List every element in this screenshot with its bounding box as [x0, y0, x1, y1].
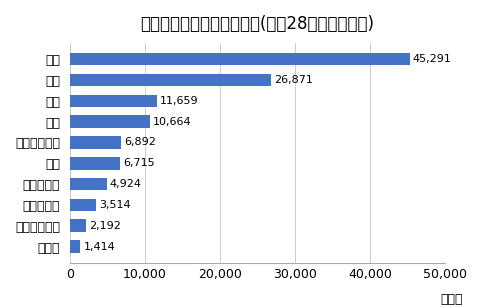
Bar: [70, 116, 150, 128]
Bar: [70, 136, 121, 149]
Text: 6,892: 6,892: [124, 137, 156, 148]
Bar: [70, 178, 107, 190]
Bar: [70, 74, 271, 86]
Bar: [70, 53, 410, 65]
Text: 45,291: 45,291: [413, 54, 452, 64]
Text: 10,664: 10,664: [153, 117, 191, 127]
Text: 1,414: 1,414: [83, 241, 115, 252]
Text: 4,924: 4,924: [110, 179, 142, 189]
Title: 奈良市観光案内所利用者数(平成28年アジア地域): 奈良市観光案内所利用者数(平成28年アジア地域): [140, 15, 375, 33]
Bar: [70, 95, 157, 107]
Text: 3,514: 3,514: [99, 200, 131, 210]
Text: 2,192: 2,192: [89, 221, 121, 231]
Text: 6,715: 6,715: [123, 158, 155, 168]
Bar: [70, 157, 120, 169]
Text: 26,871: 26,871: [274, 75, 313, 85]
Bar: [70, 199, 96, 211]
Text: 11,659: 11,659: [160, 96, 199, 106]
Bar: [70, 220, 86, 232]
Text: （人）: （人）: [440, 294, 463, 306]
Bar: [70, 240, 80, 253]
